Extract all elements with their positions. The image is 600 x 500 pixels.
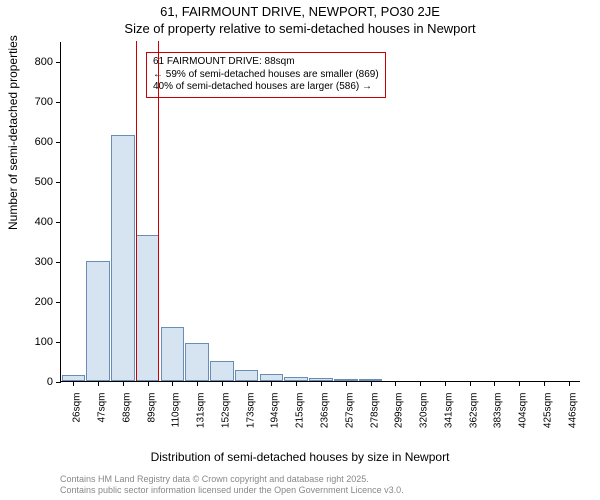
y-tick-mark [56,182,61,183]
x-tick-label: 362sqm [468,393,479,429]
x-tick-mark [123,381,124,386]
x-tick-mark [321,381,322,386]
histogram-bar [111,135,135,381]
x-tick-mark [494,381,495,386]
x-tick-mark [569,381,570,386]
y-tick-mark [56,62,61,63]
histogram-bar [260,374,284,381]
y-tick-mark [56,302,61,303]
y-tick-mark [56,262,61,263]
x-tick-mark [346,381,347,386]
x-tick-label: 173sqm [245,393,256,429]
x-tick-label: 152sqm [220,393,231,429]
x-tick-label: 257sqm [344,393,355,429]
x-tick-mark [544,381,545,386]
x-tick-label: 383sqm [493,393,504,429]
x-tick-mark [445,381,446,386]
y-axis-label: Number of semi-detached properties [6,35,20,230]
histogram-bar [136,235,160,381]
x-tick-mark [98,381,99,386]
x-tick-mark [148,381,149,386]
x-tick-label: 278sqm [369,393,380,429]
x-tick-mark [172,381,173,386]
x-tick-mark [271,381,272,386]
chart-title-line2: Size of property relative to semi-detach… [0,21,600,36]
x-tick-label: 131sqm [196,393,207,429]
y-tick-mark [56,382,61,383]
x-tick-mark [519,381,520,386]
x-tick-mark [222,381,223,386]
x-tick-mark [470,381,471,386]
y-tick-label: 0 [47,376,53,388]
x-tick-mark [420,381,421,386]
x-tick-label: 194sqm [270,393,281,429]
annotation-line-3: 40% of semi-detached houses are larger (… [153,81,379,94]
x-axis-label: Distribution of semi-detached houses by … [0,450,600,464]
histogram-bar [185,343,209,381]
y-tick-label: 100 [35,336,53,348]
x-tick-label: 110sqm [171,393,182,428]
x-tick-label: 320sqm [419,393,430,429]
histogram-bar [210,361,234,381]
y-tick-mark [56,222,61,223]
x-tick-label: 299sqm [394,393,405,429]
x-tick-mark [371,381,372,386]
histogram-bar [161,327,185,381]
y-tick-label: 400 [35,216,53,228]
x-tick-label: 68sqm [121,393,132,423]
x-tick-label: 236sqm [320,393,331,429]
y-tick-label: 600 [35,136,53,148]
plot-area: 61 FAIRMOUNT DRIVE: 88sqm ← 59% of semi-… [60,42,580,382]
x-tick-label: 404sqm [518,393,529,429]
x-tick-label: 446sqm [567,393,578,429]
histogram-bar [86,261,110,381]
y-tick-label: 700 [35,96,53,108]
x-tick-label: 26sqm [72,393,83,423]
footnote: Contains HM Land Registry data © Crown c… [60,474,404,497]
x-tick-label: 215sqm [295,393,306,429]
y-tick-mark [56,142,61,143]
annotation-box: 61 FAIRMOUNT DRIVE: 88sqm ← 59% of semi-… [146,52,386,98]
x-tick-label: 425sqm [542,393,553,429]
histogram-bar [235,370,259,381]
y-tick-mark [56,102,61,103]
y-tick-label: 800 [35,56,53,68]
chart-title-line1: 61, FAIRMOUNT DRIVE, NEWPORT, PO30 2JE [0,4,600,19]
footnote-line-1: Contains HM Land Registry data © Crown c… [60,474,404,485]
chart-container: 61, FAIRMOUNT DRIVE, NEWPORT, PO30 2JE S… [0,0,600,500]
x-tick-label: 89sqm [146,393,157,423]
x-tick-label: 341sqm [443,393,454,429]
y-tick-label: 500 [35,176,53,188]
x-tick-mark [296,381,297,386]
x-tick-label: 47sqm [97,393,108,423]
x-tick-mark [197,381,198,386]
y-tick-label: 200 [35,296,53,308]
x-tick-mark [73,381,74,386]
x-tick-mark [247,381,248,386]
annotation-line-2: ← 59% of semi-detached houses are smalle… [153,69,379,82]
annotation-line-1: 61 FAIRMOUNT DRIVE: 88sqm [153,56,379,69]
y-tick-label: 300 [35,256,53,268]
footnote-line-2: Contains public sector information licen… [60,485,404,496]
x-tick-mark [395,381,396,386]
y-tick-mark [56,342,61,343]
